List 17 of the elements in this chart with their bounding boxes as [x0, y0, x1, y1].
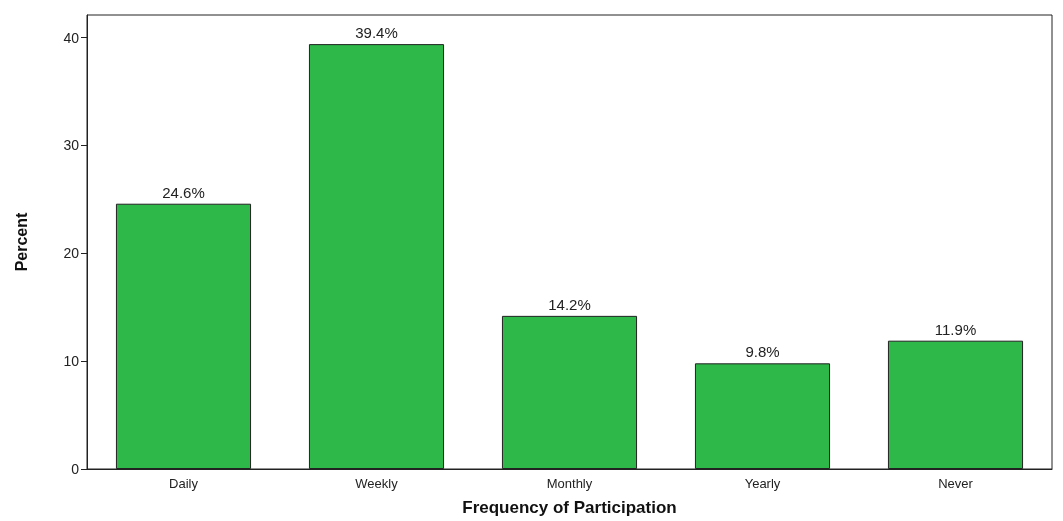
x-axis-title: Frequency of Participation	[462, 498, 677, 517]
data-label: 24.6%	[162, 183, 205, 201]
y-tick-label: 30	[63, 137, 80, 154]
x-tick-label: Yearly	[744, 476, 781, 491]
data-label: 14.2%	[548, 295, 591, 313]
data-label: 9.8%	[745, 343, 780, 361]
x-tick-label: Monthly	[546, 476, 593, 491]
y-tick-label: 20	[63, 245, 80, 262]
y-axis-title: Percent	[12, 211, 30, 272]
x-tick-label: Never	[938, 476, 974, 491]
y-tick-label: 40	[63, 29, 80, 46]
data-label: 39.4%	[355, 24, 398, 42]
x-tick-label: Daily	[169, 476, 199, 491]
data-label: 11.9%	[934, 320, 977, 338]
x-tick-label: Weekly	[355, 476, 399, 491]
y-tick-label: 10	[63, 353, 80, 370]
y-tick-label: 0	[71, 461, 80, 477]
